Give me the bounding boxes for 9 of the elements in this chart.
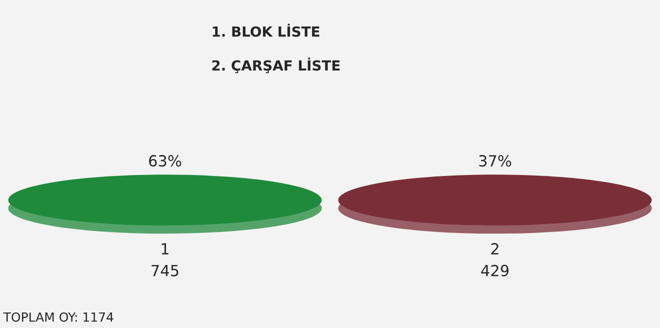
data-label: 429 bbox=[481, 264, 509, 276]
text: 63% bbox=[149, 155, 182, 167]
text: 37% bbox=[479, 155, 512, 167]
text: 2. ÇARŞAF LİSTE bbox=[212, 58, 340, 74]
text: TOPLAM OY: 1174 bbox=[3, 312, 114, 322]
category-label: 2 bbox=[491, 243, 498, 254]
text: 1. BLOK LİSTE bbox=[212, 24, 320, 37]
data-label: 745 bbox=[152, 265, 178, 276]
category-label: 1 bbox=[162, 243, 168, 254]
